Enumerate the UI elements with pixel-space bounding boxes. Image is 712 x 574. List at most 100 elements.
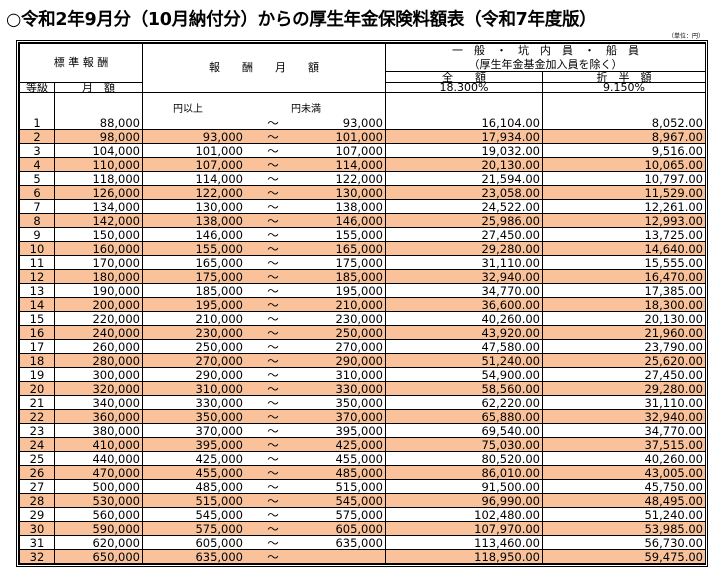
range-lower: 485,000 — [195, 479, 243, 494]
half-amount-cell: 9,516.00 — [542, 143, 706, 158]
table-row: 4 110,000 107,000 ～ 114,000 20,130.00 10,065.0… — [19, 157, 706, 172]
range-lower: 146,000 — [195, 227, 243, 242]
standard-monthly-cell: 280,000 — [54, 353, 143, 368]
range-upper: 310,000 — [335, 367, 383, 382]
range-upper: 290,000 — [335, 353, 383, 368]
standard-monthly-cell: 104,000 — [54, 143, 143, 158]
tilde: ～ — [267, 521, 279, 536]
full-amount-cell: 36,600.00 — [385, 297, 543, 312]
standard-monthly-cell: 380,000 — [54, 423, 143, 438]
range-cell: 165,000 ～ 175,000 — [142, 255, 386, 270]
grade-cell: 11 — [19, 255, 55, 270]
full-amount-cell: 21,594.00 — [385, 171, 543, 186]
range-upper: 195,000 — [335, 283, 383, 298]
range-lower: 395,000 — [195, 437, 243, 452]
table-row: 31 620,000 605,000 ～ 635,000 113,460.00 56,730… — [19, 535, 706, 550]
table-row: 23 380,000 370,000 ～ 395,000 69,540.00 34,770.… — [19, 423, 706, 438]
full-amount-cell: 23,058.00 — [385, 185, 543, 200]
full-amount-cell: 17,934.00 — [385, 129, 543, 144]
table-row: 5 118,000 114,000 ～ 122,000 21,594.00 10,797.0… — [19, 171, 706, 186]
table-row: 3 104,000 101,000 ～ 107,000 19,032.00 9,516.00 — [19, 143, 706, 158]
grade-cell: 13 — [19, 283, 55, 298]
table-row: 24 410,000 395,000 ～ 425,000 75,030.00 37,515.… — [19, 437, 706, 452]
half-amount-cell: 8,052.00 — [542, 92, 706, 130]
header-standard: 標 準 報 酬 — [19, 43, 143, 83]
half-amount-cell: 8,967.00 — [542, 129, 706, 144]
range-upper: 605,000 — [335, 521, 383, 536]
half-amount-cell: 48,495.00 — [542, 493, 706, 508]
table-row: 13 190,000 185,000 ～ 195,000 34,770.00 17,385.… — [19, 283, 706, 298]
range-cell: 425,000 ～ 455,000 — [142, 451, 386, 466]
grade-cell: 7 — [19, 199, 55, 214]
full-amount-cell: 16,104.00 — [385, 92, 543, 130]
half-amount-cell: 12,993.00 — [542, 213, 706, 228]
range-lower: 635,000 — [195, 549, 243, 564]
range-lower: 114,000 — [195, 171, 243, 186]
standard-monthly-cell: 142,000 — [54, 213, 143, 228]
table-row: 11 170,000 165,000 ～ 175,000 31,110.00 15,555.… — [19, 255, 706, 270]
grade-cell: 23 — [19, 423, 55, 438]
range-upper: 146,000 — [335, 213, 383, 228]
full-amount-cell: 29,280.00 — [385, 241, 543, 256]
grade-cell: 4 — [19, 157, 55, 172]
full-amount-cell: 25,986.00 — [385, 213, 543, 228]
standard-monthly-cell: 440,000 — [54, 451, 143, 466]
half-amount-cell: 11,529.00 — [542, 185, 706, 200]
standard-monthly-cell: 260,000 — [54, 339, 143, 354]
grade-cell: 18 — [19, 353, 55, 368]
table-row: 2 98,000 93,000 ～ 101,000 17,934.00 8,967.00 — [19, 129, 706, 144]
table-row: 14 200,000 195,000 ～ 210,000 36,600.00 18,300.… — [19, 297, 706, 312]
standard-monthly-cell: 620,000 — [54, 535, 143, 550]
grade-cell: 20 — [19, 381, 55, 396]
header-grade: 等級 — [19, 82, 55, 93]
range-upper: 575,000 — [335, 507, 383, 522]
full-amount-cell: 62,220.00 — [385, 395, 543, 410]
range-lower: 155,000 — [195, 241, 243, 256]
full-rate: 18.300% — [385, 82, 543, 93]
grade-cell: 32 — [19, 549, 55, 564]
full-amount-cell: 80,520.00 — [385, 451, 543, 466]
standard-monthly-cell: 118,000 — [54, 171, 143, 186]
standard-monthly-cell: 340,000 — [54, 395, 143, 410]
tilde: ～ — [267, 507, 279, 522]
range-upper: 93,000 — [342, 115, 383, 130]
full-amount-cell: 96,990.00 — [385, 493, 543, 508]
range-cell: 575,000 ～ 605,000 — [142, 521, 386, 536]
full-amount-cell: 31,110.00 — [385, 255, 543, 270]
premium-table-frame: 標 準 報 酬 報 酬 月 額 一 般 ・ 坑 内 員 ・ 船 員 （厚生年金基… — [16, 40, 708, 567]
range-cell: 114,000 ～ 122,000 — [142, 171, 386, 186]
table-row: 7 134,000 130,000 ～ 138,000 24,522.00 12,261.0… — [19, 199, 706, 214]
range-upper: 185,000 — [335, 269, 383, 284]
header-range: 報 酬 月 額 — [142, 43, 386, 93]
range-cell: 101,000 ～ 107,000 — [142, 143, 386, 158]
grade-cell: 28 — [19, 493, 55, 508]
page-title: ○令和2年9月分（10月納付分）からの厚生年金保険料額表（令和7年度版） — [6, 10, 597, 30]
header-category-line1: 一 般 ・ 坑 内 員 ・ 船 員 — [385, 42, 706, 58]
half-amount-cell: 13,725.00 — [542, 227, 706, 242]
half-amount-cell: 10,065.00 — [542, 157, 706, 172]
range-cell: 155,000 ～ 165,000 — [142, 241, 386, 256]
range-upper: 107,000 — [335, 143, 383, 158]
tilde: ～ — [267, 381, 279, 396]
range-upper: 330,000 — [335, 381, 383, 396]
half-amount-cell: 56,730.00 — [542, 535, 706, 550]
tilde: ～ — [267, 451, 279, 466]
range-lower: 185,000 — [195, 283, 243, 298]
range-upper: 101,000 — [335, 129, 383, 144]
full-amount-cell: 65,880.00 — [385, 409, 543, 424]
grade-cell: 27 — [19, 479, 55, 494]
table-row: 30 590,000 575,000 ～ 605,000 107,970.00 53,985… — [19, 521, 706, 536]
half-amount-cell: 14,640.00 — [542, 241, 706, 256]
full-amount-cell: 27,450.00 — [385, 227, 543, 242]
half-amount-cell: 34,770.00 — [542, 423, 706, 438]
full-amount-cell: 118,950.00 — [385, 549, 543, 564]
grade-cell: 10 — [19, 241, 55, 256]
full-amount-cell: 91,500.00 — [385, 479, 543, 494]
grade-cell: 8 — [19, 213, 55, 228]
range-cell: 250,000 ～ 270,000 — [142, 339, 386, 354]
grade-cell: 14 — [19, 297, 55, 312]
range-upper: 350,000 — [335, 395, 383, 410]
range-lower: 515,000 — [195, 493, 243, 508]
range-lower: 210,000 — [195, 311, 243, 326]
grade-cell: 24 — [19, 437, 55, 452]
